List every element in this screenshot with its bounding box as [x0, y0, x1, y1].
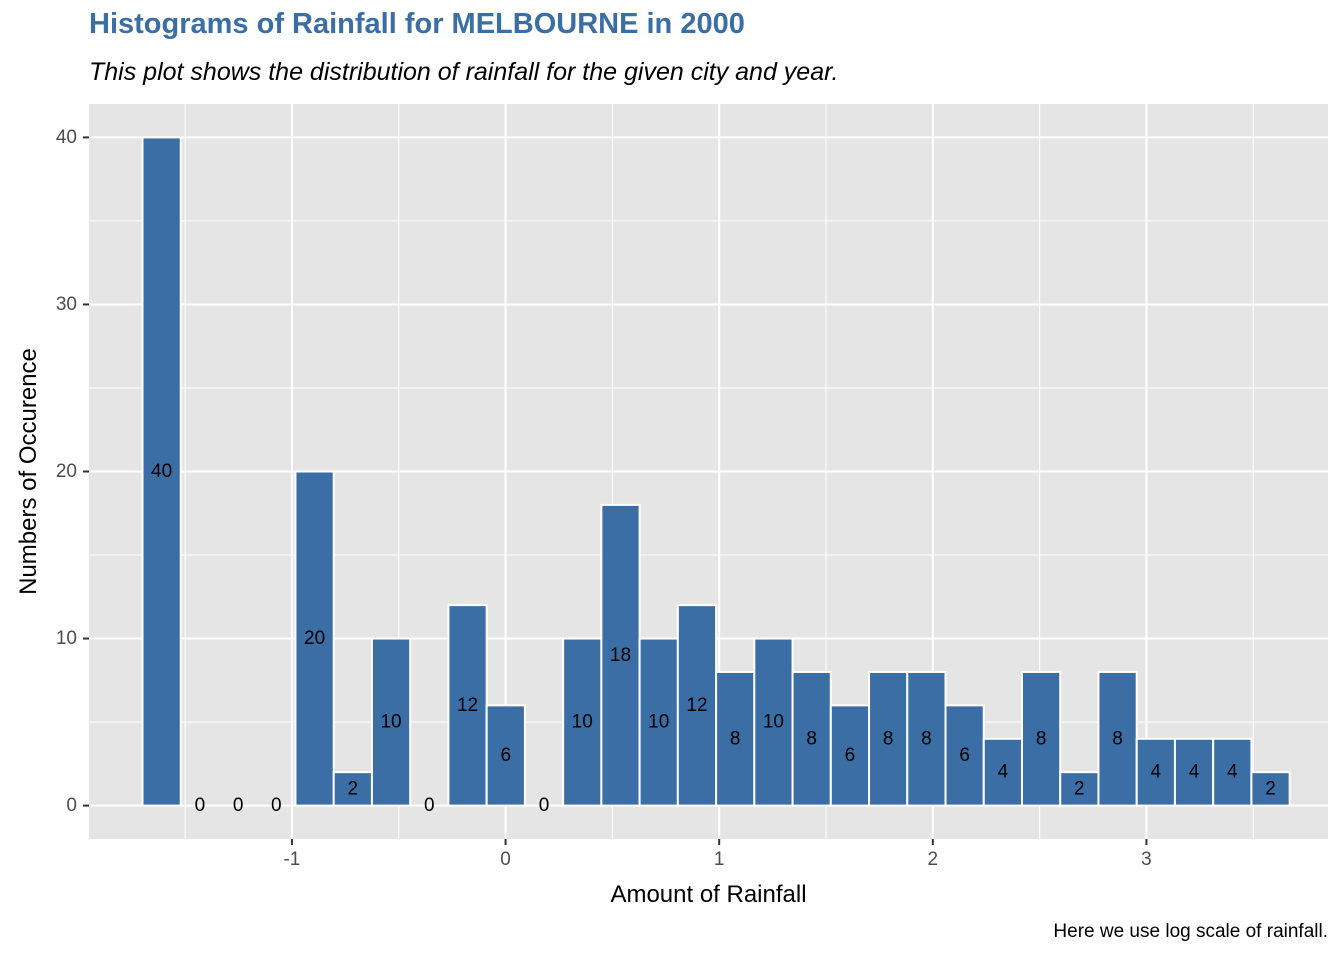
bar-count-label: 4	[1151, 762, 1162, 783]
x-tick-label: 1	[714, 849, 725, 870]
x-tick-label: 3	[1141, 849, 1152, 870]
x-tick-label: 2	[928, 849, 939, 870]
histogram-bar	[485, 704, 526, 807]
y-axis: 0 10 20 30 40	[56, 127, 89, 816]
bar-count-label: 8	[806, 728, 817, 749]
bar-count-label: 20	[304, 628, 325, 649]
bar-count-label: 8	[921, 728, 932, 749]
bar-count-label: 12	[686, 695, 707, 716]
histogram-bar	[753, 637, 794, 807]
bar-count-labels: 40 0 0 0 20 2 10 0 12 6 0 10 18 10 12 8 10 8 6 8 8 6 4 8 2 8 4 4 4 2	[151, 461, 1276, 816]
bar-count-label: 2	[1074, 778, 1085, 799]
x-tick-label: -1	[283, 849, 300, 870]
histogram-bar	[600, 503, 641, 807]
chart-caption: Here we use log scale of rainfall.	[1053, 921, 1328, 942]
x-axis-title: Amount of Rainfall	[610, 881, 806, 908]
bar-count-label: 8	[1036, 728, 1047, 749]
bar-count-label: 10	[763, 712, 784, 733]
y-tick-label: 40	[56, 127, 77, 148]
histogram-bar	[447, 604, 488, 807]
histogram-bar	[638, 637, 679, 807]
histogram-bar	[715, 670, 756, 807]
histogram-bar	[982, 737, 1023, 807]
y-axis-title: Numbers of Occurence	[15, 348, 42, 595]
histogram-bar	[1250, 771, 1291, 807]
histogram-bar	[1059, 771, 1100, 807]
bar-count-label: 40	[151, 461, 172, 482]
y-tick-label: 10	[56, 628, 77, 649]
bar-count-label: 12	[457, 695, 478, 716]
bar-count-label: 8	[730, 728, 741, 749]
bar-count-label: 10	[380, 712, 401, 733]
y-tick-label: 20	[56, 461, 77, 482]
histogram-bar	[370, 637, 412, 807]
histogram-bar	[868, 670, 909, 807]
bar-count-label: 4	[1227, 762, 1238, 783]
y-tick-label: 30	[56, 294, 77, 315]
bar-count-label: 6	[845, 745, 856, 766]
bar-count-label: 2	[1265, 778, 1276, 799]
x-tick-label: 0	[500, 849, 511, 870]
bar-count-label: 0	[195, 795, 206, 816]
histogram-bar	[294, 470, 335, 807]
chart-title: Histograms of Rainfall for MELBOURNE in …	[89, 8, 745, 40]
histogram-bar	[906, 670, 947, 807]
histogram-bar	[1173, 737, 1215, 807]
bar-count-label: 0	[233, 795, 244, 816]
bar-count-label: 18	[610, 645, 631, 666]
bar-count-label: 6	[500, 745, 511, 766]
y-tick-label: 0	[66, 795, 77, 816]
bar-count-label: 4	[998, 762, 1009, 783]
bar-count-label: 6	[959, 745, 970, 766]
histogram-bar	[1212, 737, 1253, 807]
bar-count-label: 4	[1189, 762, 1200, 783]
bar-count-label: 8	[1112, 728, 1123, 749]
histogram-bar	[1020, 670, 1062, 807]
bar-count-label: 0	[424, 795, 435, 816]
bar-count-label: 0	[271, 795, 282, 816]
histogram-bar	[791, 670, 832, 807]
bar-count-label: 10	[572, 712, 593, 733]
bar-count-label: 2	[348, 778, 359, 799]
histogram-bar	[562, 637, 603, 807]
histogram-bar	[676, 604, 718, 807]
histogram-bar	[141, 136, 182, 807]
bar-count-label: 0	[539, 795, 550, 816]
chart-subtitle: This plot shows the distribution of rain…	[89, 58, 839, 86]
histogram-bars	[141, 136, 1291, 807]
x-axis: -1 0 1 2 3	[283, 839, 1152, 870]
bar-count-label: 10	[648, 712, 669, 733]
histogram-bar	[944, 704, 985, 807]
bar-count-label: 8	[883, 728, 894, 749]
